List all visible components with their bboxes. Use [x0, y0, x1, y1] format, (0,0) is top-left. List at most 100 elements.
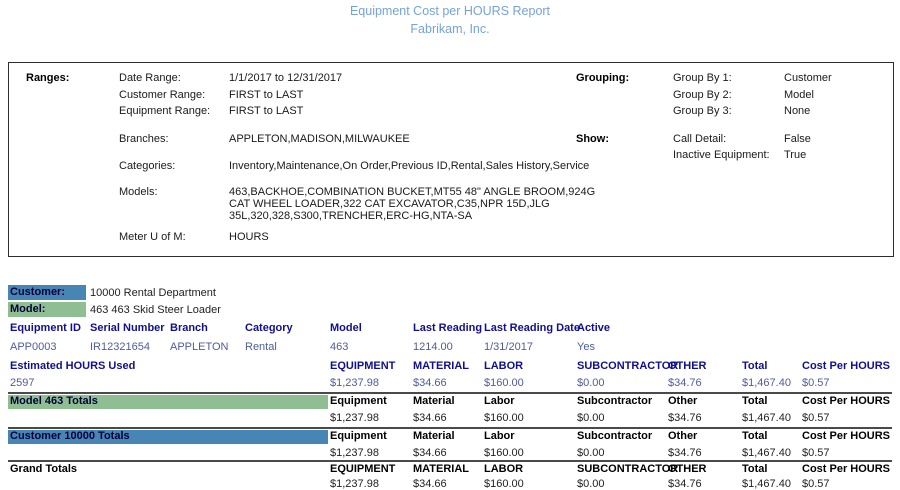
col-model: Model — [330, 322, 362, 334]
col-last-reading-date: Last Reading Date — [484, 322, 580, 334]
category-value: Rental — [245, 341, 277, 353]
models-value-line1: 463,BACKHOE,COMBINATION BUCKET,MT55 48" … — [229, 186, 596, 198]
group-by-3-label: Group By 3: — [673, 105, 732, 117]
cost-value-cell: $34.76 — [668, 412, 702, 424]
col-active: Active — [577, 322, 611, 334]
call-detail-label: Call Detail: — [673, 133, 727, 145]
equipment-range-label: Equipment Range: — [119, 105, 211, 117]
separator-line — [8, 392, 892, 394]
ranges-section-label: Ranges: — [26, 72, 70, 84]
cost-header-cell: SUBCONTRACTOR — [577, 360, 679, 372]
cost-value-cell: $0.57 — [802, 447, 830, 459]
cost-header-cell: Material — [413, 395, 455, 407]
cost-header-cell: OTHER — [668, 360, 707, 372]
cost-header-cell: Cost Per HOURS — [802, 430, 891, 442]
cost-header-cell: SUBCONTRACTOR — [577, 463, 679, 475]
cost-value-cell: $34.66 — [413, 447, 447, 459]
grouping-section-label: Grouping: — [576, 72, 630, 84]
cost-value-cell: $1,467.40 — [742, 412, 791, 424]
col-category: Category — [245, 322, 293, 334]
col-serial-number: Serial Number — [90, 322, 165, 334]
cost-value-cell: $34.76 — [668, 377, 702, 389]
categories-value: Inventory,Maintenance,On Order,Previous … — [229, 160, 590, 172]
model-value: 463 463 Skid Steer Loader — [90, 304, 221, 316]
date-range-value: 1/1/2017 to 12/31/2017 — [229, 72, 343, 84]
cost-header-cell: Total — [742, 463, 768, 475]
models-value-line2: CAT WHEEL LOADER,322 CAT EXCAVATOR,C35,N… — [229, 198, 550, 210]
cost-header-cell: MATERIAL — [413, 360, 470, 372]
cost-value-cell: $1,467.40 — [742, 447, 791, 459]
customer-band: Customer: — [8, 285, 86, 300]
serial-number-value: IR12321654 — [90, 341, 150, 353]
col-last-reading: Last Reading — [413, 322, 483, 334]
cost-value-cell: $34.76 — [668, 478, 702, 490]
cost-value-cell: $0.00 — [577, 377, 605, 389]
inactive-equipment-value: True — [784, 149, 807, 161]
branches-value: APPLETON,MADISON,MILWAUKEE — [229, 133, 410, 145]
model-id-value: 463 — [330, 341, 349, 353]
ranges-box: Ranges: Date Range: 1/1/2017 to 12/31/20… — [8, 62, 894, 257]
cost-header-cell: LABOR — [484, 463, 524, 475]
cost-header-cell: Labor — [484, 395, 515, 407]
cost-value-cell: $34.76 — [668, 447, 702, 459]
cost-header-cell: LABOR — [484, 360, 524, 372]
cost-header-cell: Labor — [484, 430, 515, 442]
branch-value: APPLETON — [170, 341, 229, 353]
cost-header-cell: OTHER — [668, 463, 707, 475]
cost-value-cell: $0.57 — [802, 377, 830, 389]
estimated-hours-value: 2597 — [10, 377, 35, 389]
cost-header-cell: Total — [742, 360, 768, 372]
cost-value-cell: $1,237.98 — [330, 412, 379, 424]
cost-header-cell: EQUIPMENT — [330, 463, 396, 475]
customer-range-label: Customer Range: — [119, 89, 206, 101]
group-by-1-label: Group By 1: — [673, 72, 732, 84]
cost-header-cell: Subcontractor — [577, 395, 653, 407]
cost-value-cell: $160.00 — [484, 447, 524, 459]
cost-header-cell: MATERIAL — [413, 463, 470, 475]
show-section-label: Show: — [576, 133, 609, 145]
branches-label: Branches: — [119, 133, 169, 145]
inactive-equipment-label: Inactive Equipment: — [673, 149, 770, 161]
cost-value-cell: $1,237.98 — [330, 478, 379, 490]
cost-value-cell: $34.66 — [413, 412, 447, 424]
cost-value-cell: $1,467.40 — [742, 478, 791, 490]
col-branch: Branch — [170, 322, 208, 334]
separator-line — [8, 427, 892, 429]
equipment-range-value: FIRST to LAST — [229, 105, 304, 117]
date-range-label: Date Range: — [119, 72, 181, 84]
cost-value-cell: $160.00 — [484, 412, 524, 424]
cost-value-cell: $0.57 — [802, 412, 830, 424]
cost-header-cell: Total — [742, 430, 768, 442]
group-by-3-value: None — [784, 105, 811, 117]
grand-totals-label: Grand Totals — [10, 463, 78, 475]
cost-value-cell: $34.66 — [413, 377, 447, 389]
equipment-id-value: APP0003 — [10, 341, 57, 353]
call-detail-value: False — [784, 133, 811, 145]
cost-value-cell: $0.00 — [577, 412, 605, 424]
cost-value-cell: $160.00 — [484, 377, 524, 389]
customer-totals-band: Customer 10000 Totals — [8, 430, 328, 444]
estimated-hours-label: Estimated HOURS Used — [10, 360, 136, 372]
cost-value-cell: $1,237.98 — [330, 377, 379, 389]
models-value-line3: 35L,320,328,S300,TRENCHER,ERC-HG,NTA-SA — [229, 210, 473, 222]
report-company: Fabrikam, Inc. — [410, 22, 490, 36]
categories-label: Categories: — [119, 160, 176, 172]
group-by-1-value: Customer — [784, 72, 832, 84]
cost-header-cell: Total — [742, 395, 768, 407]
cost-header-cell: Other — [668, 395, 698, 407]
cost-value-cell: $1,467.40 — [742, 377, 791, 389]
group-by-2-label: Group By 2: — [673, 89, 732, 101]
cost-value-cell: $0.00 — [577, 478, 605, 490]
meter-uofm-value: HOURS — [229, 231, 269, 243]
cost-value-cell: $1,237.98 — [330, 447, 379, 459]
last-reading-date-value: 1/31/2017 — [484, 341, 533, 353]
col-equipment-id: Equipment ID — [10, 322, 81, 334]
model-band: Model: — [8, 302, 86, 317]
group-by-2-value: Model — [784, 89, 814, 101]
cost-header-cell: Cost Per HOURS — [802, 395, 891, 407]
customer-range-value: FIRST to LAST — [229, 89, 304, 101]
customer-value: 10000 Rental Department — [90, 287, 216, 299]
cost-header-cell: Cost Per HOURS — [802, 360, 891, 372]
customer-totals-label: Customer 10000 Totals — [10, 430, 130, 442]
